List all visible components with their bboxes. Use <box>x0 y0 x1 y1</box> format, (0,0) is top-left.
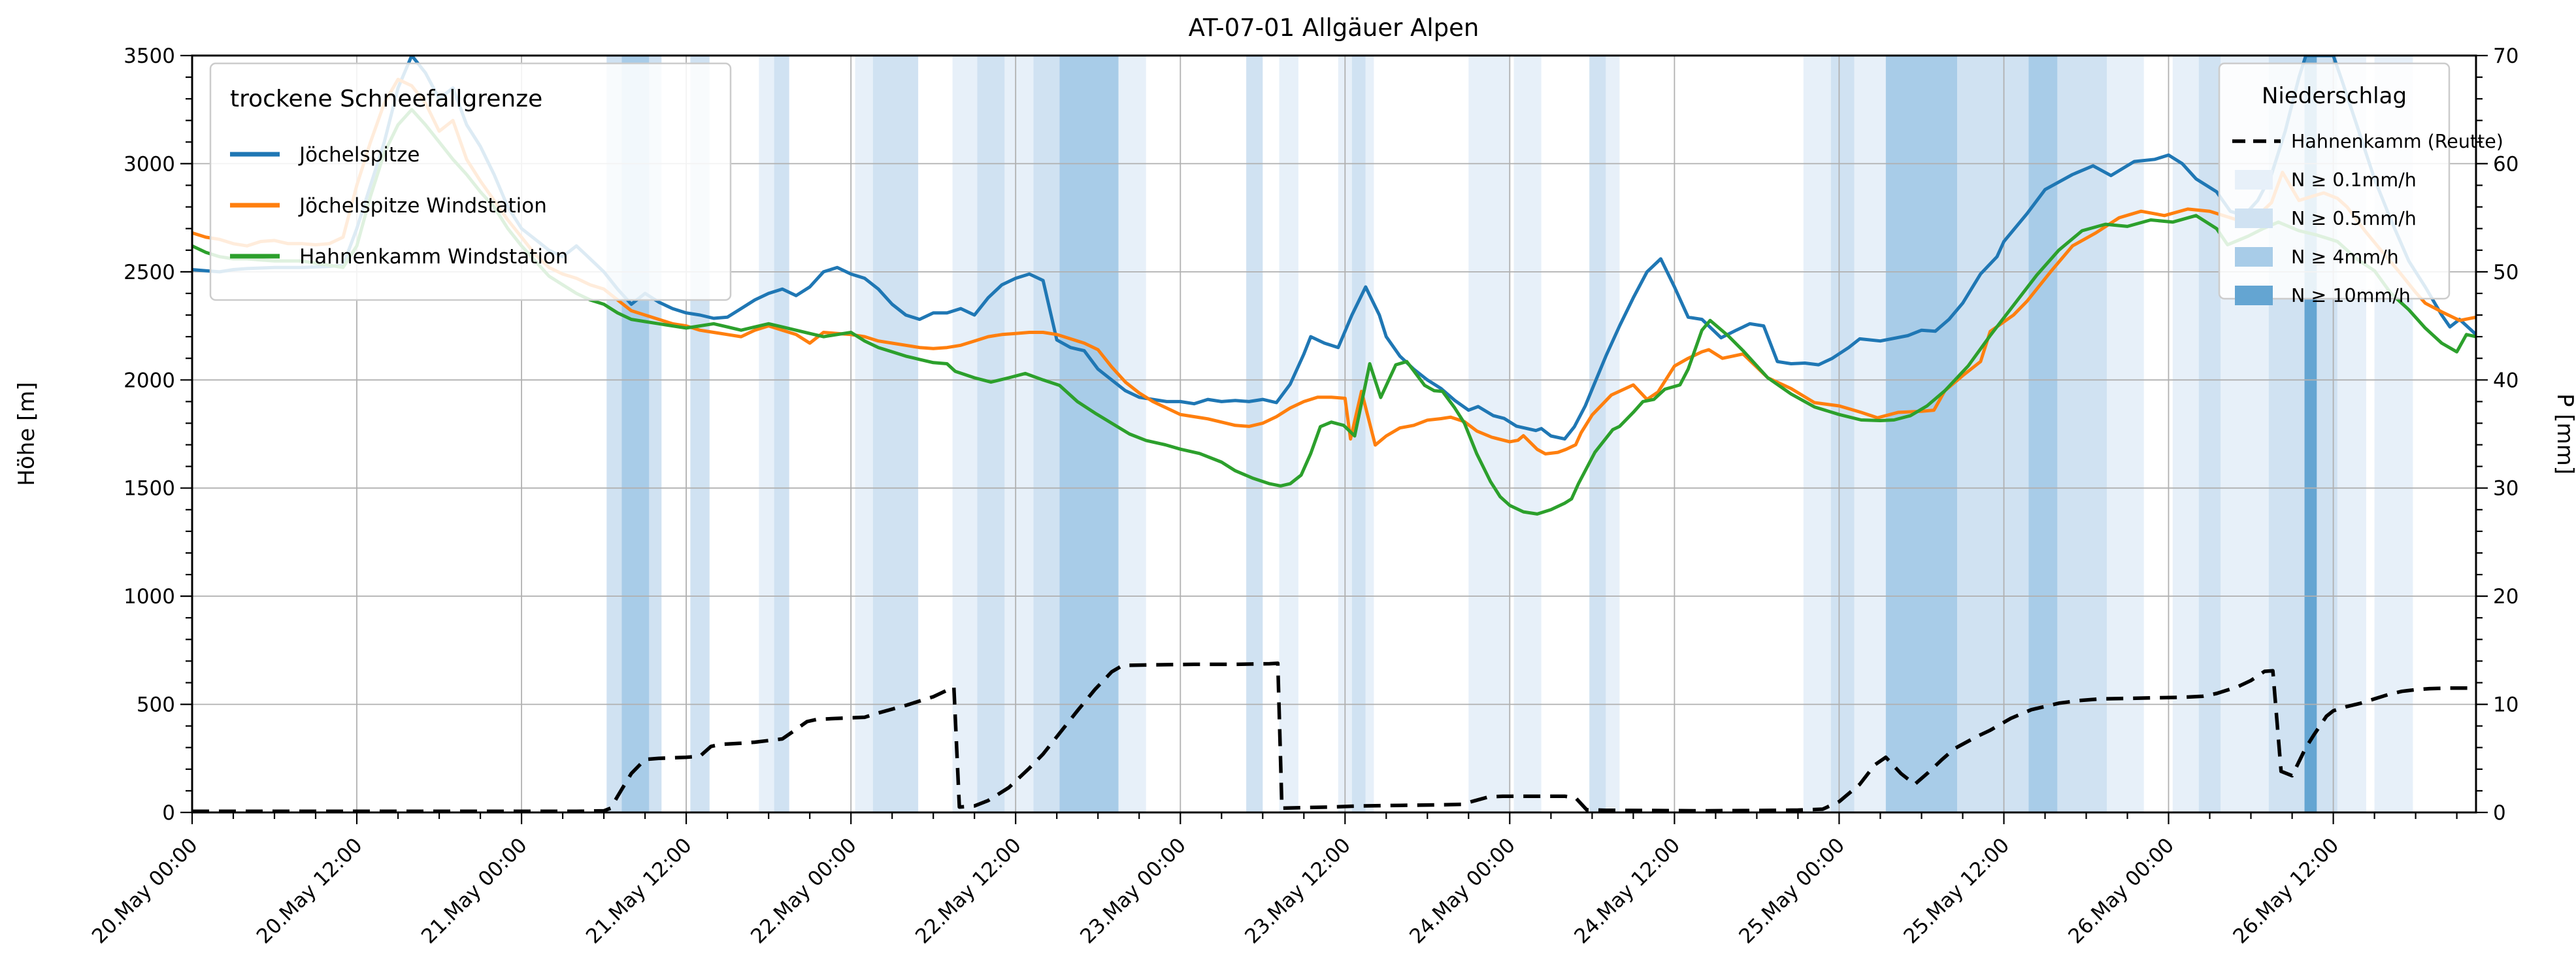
chart-title: AT-07-01 Allgäuer Alpen <box>1189 14 1479 42</box>
x-tick-label: 20.May 12:00 <box>252 833 367 948</box>
precip-band-level-3 <box>1885 56 1957 812</box>
y-right-tick-label: 40 <box>2493 369 2518 392</box>
x-tick-label: 21.May 12:00 <box>582 833 697 948</box>
precip-band-level-1 <box>1513 56 1542 812</box>
precip-band-level-1 <box>952 56 978 812</box>
x-tick-label: 24.May 12:00 <box>1570 833 1685 948</box>
legend-snowline: trockene Schneefallgrenze Jöchelspitze Jöc… <box>209 62 732 301</box>
precip-band-level-2 <box>1033 56 1060 812</box>
precip-band-level-1 <box>1854 56 1886 812</box>
y-right-tick-label: 10 <box>2493 693 2518 717</box>
y-left-tick-label: 2500 <box>124 261 175 284</box>
precip-band-level-1 <box>1004 56 1034 812</box>
y-left-tick-label: 500 <box>137 693 175 717</box>
legend-precip-item-label: N ≥ 4mm/h <box>2291 246 2399 268</box>
precip-band-level-1 <box>1468 56 1510 812</box>
axis-ticks <box>180 54 2488 824</box>
precip-band-level-1 <box>1365 56 1374 812</box>
y-left-axis-label: Höhe [m] <box>14 382 40 486</box>
legend-snowline-item-label: Jöchelspitze Windstation <box>298 194 547 218</box>
precip-band-level-2 <box>1830 56 1855 812</box>
legend-patch-swatch-level-3 <box>2235 247 2273 267</box>
y-left-tick-label: 3500 <box>124 44 175 68</box>
legend-snowline-box <box>209 62 732 301</box>
legend-precip: Niederschlag Hahnenkamm (Reutte) N ≥ 0.1mm… <box>2218 62 2503 307</box>
legend-precip-item-label: N ≥ 0.5mm/h <box>2291 208 2417 229</box>
legend-precip-item-label: N ≥ 0.1mm/h <box>2291 169 2417 191</box>
y-right-axis-label: P [mm] <box>2552 393 2576 475</box>
precip-band-level-1 <box>2172 56 2199 812</box>
x-tick-label: 26.May 00:00 <box>2064 833 2179 948</box>
precip-band-level-1 <box>759 56 774 812</box>
legend-patch-swatch-level-2 <box>2235 209 2273 228</box>
y-right-tick-label: 70 <box>2493 44 2518 68</box>
y-right-tick-label: 50 <box>2493 261 2518 284</box>
precip-band-level-2 <box>1246 56 1263 812</box>
y-left-tick-label: 2000 <box>124 369 175 392</box>
x-tick-label: 22.May 00:00 <box>746 833 861 948</box>
legend-precip-title: Niederschlag <box>2262 83 2407 109</box>
precip-band-level-1 <box>855 56 873 812</box>
legend-patch-swatch-level-4 <box>2235 286 2273 305</box>
y-right-tick-label: 30 <box>2493 477 2518 501</box>
y-left-tick-label: 3000 <box>124 152 175 176</box>
x-tick-label: 26.May 12:00 <box>2228 833 2343 948</box>
legend-precip-item-label: Hahnenkamm (Reutte) <box>2291 131 2503 152</box>
legend-snowline-title: trockene Schneefallgrenze <box>230 86 542 112</box>
axes-spines <box>191 54 2477 814</box>
y-right-tick-label: 0 <box>2493 801 2506 825</box>
y-right-tick-label: 20 <box>2493 585 2518 609</box>
y-right-tick-label: 60 <box>2493 152 2518 176</box>
precip-band-level-2 <box>774 56 789 812</box>
y-left-tick-label: 1000 <box>124 585 175 609</box>
precip-band-level-2 <box>1957 56 2029 812</box>
x-tick-label: 21.May 00:00 <box>417 833 532 948</box>
series-hahnenkamm-reutte-precip <box>192 661 2476 812</box>
precip-band-level-2 <box>2198 56 2221 812</box>
legend-patch-swatch-level-1 <box>2235 170 2273 190</box>
x-tick-label: 20.May 00:00 <box>88 833 203 948</box>
precip-band-level-2 <box>2057 56 2107 812</box>
precip-band-level-2 <box>872 56 919 812</box>
precip-band-level-3 <box>1059 56 1119 812</box>
precip-band-level-1 <box>1606 56 1620 812</box>
precip-band-level-3 <box>2028 56 2058 812</box>
y-left-tick-label: 1500 <box>124 477 175 501</box>
x-tick-label: 22.May 12:00 <box>911 833 1026 948</box>
precip-band-level-2 <box>977 56 1005 812</box>
x-tick-label: 23.May 00:00 <box>1076 833 1191 948</box>
legend-snowline-item-label: Jöchelspitze <box>298 143 420 167</box>
precip-band-level-2 <box>1589 56 1606 812</box>
precip-band-level-2 <box>1351 56 1366 812</box>
legend-snowline-item-label: Hahnenkamm Windstation <box>299 245 569 269</box>
legend-precip-item-label: N ≥ 10mm/h <box>2291 285 2411 307</box>
x-tick-label: 24.May 00:00 <box>1405 833 1520 948</box>
precip-band-level-1 <box>2107 56 2144 812</box>
x-tick-label: 25.May 12:00 <box>1899 833 2014 948</box>
y-left-tick-label: 0 <box>162 801 175 825</box>
precip-band-level-1 <box>1803 56 1831 812</box>
x-tick-label: 25.May 00:00 <box>1734 833 1849 948</box>
legend-precip-box <box>2218 62 2451 300</box>
precip-band-level-1 <box>1279 56 1298 812</box>
x-tick-label: 23.May 12:00 <box>1240 833 1355 948</box>
